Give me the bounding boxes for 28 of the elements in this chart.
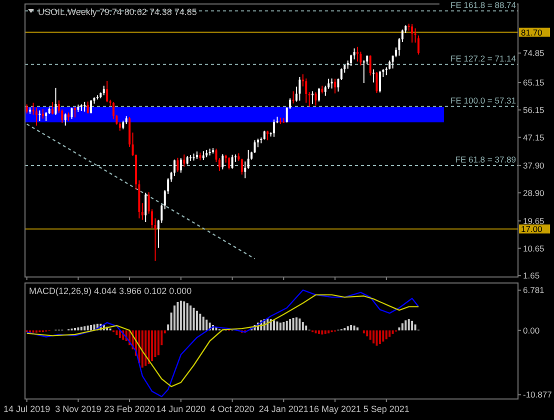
x-tick-label: 16 May 2021 bbox=[308, 404, 362, 414]
y-tick-label: 1.65 bbox=[523, 270, 540, 281]
y-tick-label: 28.90 bbox=[523, 188, 545, 198]
y-tick-label: 10.65 bbox=[523, 243, 545, 254]
y-tick-label: 74.85 bbox=[523, 48, 545, 58]
ref-line-label: FE 127.2 = 71.14 bbox=[450, 53, 516, 64]
ref-line-label: FE 161.8 = 88.74 bbox=[450, 0, 516, 10]
chart-title: USOIL,Weekly 79.74 80.62 74.38 74.85 bbox=[38, 7, 197, 17]
y-tick-label: 37.90 bbox=[523, 160, 545, 170]
x-tick-label: 3 Nov 2019 bbox=[55, 404, 102, 414]
x-tick-label: 14 Jun 2020 bbox=[156, 404, 206, 414]
y-tick-label: -10.877 bbox=[523, 390, 552, 400]
x-tick-label: 14 Jul 2019 bbox=[4, 404, 50, 414]
x-tick-label: 23 Feb 2020 bbox=[104, 404, 155, 414]
y-tick-label: 47.15 bbox=[523, 132, 545, 142]
chart-title: MACD(12,26,9) 4.044 3.966 0.102 0.000 bbox=[29, 286, 192, 296]
y-tick-label: 19.65 bbox=[523, 216, 545, 226]
y-tick-label: 65.15 bbox=[523, 78, 545, 88]
ref-line-label: 17.00 bbox=[521, 224, 543, 234]
y-tick-label: 6.781 bbox=[523, 285, 545, 296]
x-tick-label: 5 Sep 2021 bbox=[363, 404, 410, 414]
ref-line-label: FE 100.0 = 57.31 bbox=[450, 95, 516, 106]
x-tick-label: 4 Oct 2020 bbox=[210, 404, 254, 414]
x-tick-label: 24 Jan 2021 bbox=[258, 404, 308, 414]
y-tick-label: 56.15 bbox=[523, 104, 545, 115]
ref-line-label: FE 61.8 = 37.89 bbox=[455, 154, 516, 164]
y-tick-label: 0.00 bbox=[523, 325, 540, 336]
ref-line-label: 81.70 bbox=[521, 27, 543, 38]
